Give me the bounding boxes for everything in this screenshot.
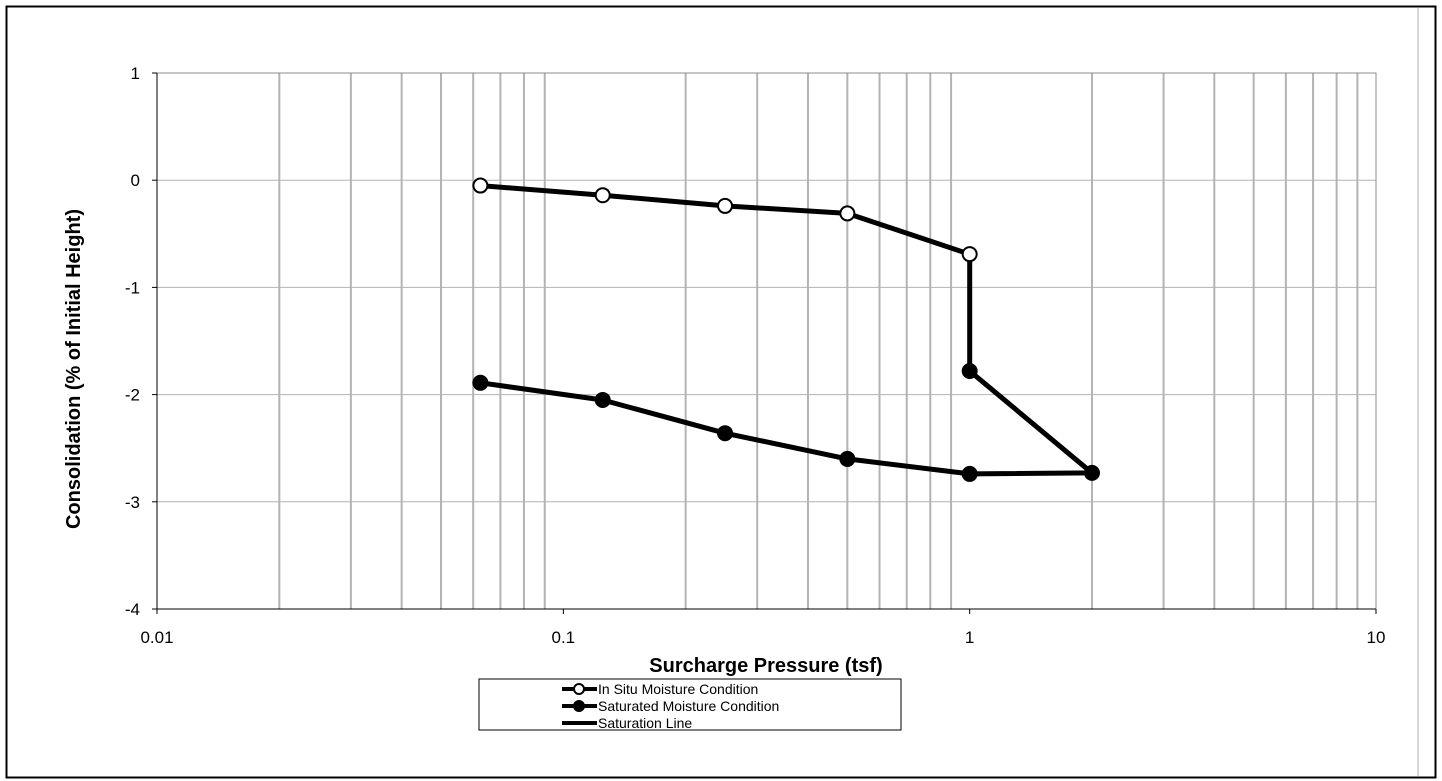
data-point-in-situ [472, 177, 489, 194]
data-point-in-situ [961, 246, 978, 263]
data-point-saturated [594, 391, 611, 408]
axes [152, 72, 1377, 614]
x-axis-label: Surcharge Pressure (tsf) [649, 655, 882, 677]
data-point-saturated [961, 465, 978, 482]
y-tick-label: 0 [131, 171, 140, 190]
legend-label-in-situ: In Situ Moisture Condition [598, 681, 758, 697]
grid [157, 72, 1376, 609]
legend-box [478, 678, 902, 731]
y-tick-label: -4 [125, 600, 140, 619]
data-point-in-situ [839, 205, 856, 222]
data-point-in-situ [594, 187, 611, 204]
x-tick-label: 1 [965, 628, 974, 647]
data-point-saturated [717, 425, 734, 442]
data-point-saturated [1083, 464, 1100, 481]
data-point-saturated [472, 374, 489, 391]
data-point-saturated [839, 450, 856, 467]
y-tick-label: -1 [125, 278, 140, 297]
legend-marker-open-circle [573, 683, 585, 695]
series-group [472, 177, 1100, 482]
x-tick-label: 10 [1367, 628, 1386, 647]
legend-label-saturated: Saturated Moisture Condition [598, 698, 779, 714]
legend-entry-saturation-line: Saturation Line [562, 715, 692, 731]
x-tick-label: 0.01 [140, 628, 173, 647]
legend-marker-filled-circle [573, 700, 585, 712]
legend-label-saturation-line: Saturation Line [598, 715, 692, 731]
x-tick-label: 0.1 [552, 628, 576, 647]
y-tick-label: -3 [125, 493, 140, 512]
y-axis-label: Consolidation (% of Initial Height) [63, 209, 85, 529]
legend-entry-saturated: Saturated Moisture Condition [562, 698, 779, 714]
y-tick-label: 1 [131, 64, 140, 83]
y-tick-label: -2 [125, 386, 140, 405]
data-point-saturated [961, 363, 978, 380]
legend: In Situ Moisture Condition Saturated Moi… [478, 678, 902, 731]
plot-area [157, 73, 1376, 609]
data-point-in-situ [717, 197, 734, 214]
legend-entry-in-situ: In Situ Moisture Condition [562, 681, 758, 697]
